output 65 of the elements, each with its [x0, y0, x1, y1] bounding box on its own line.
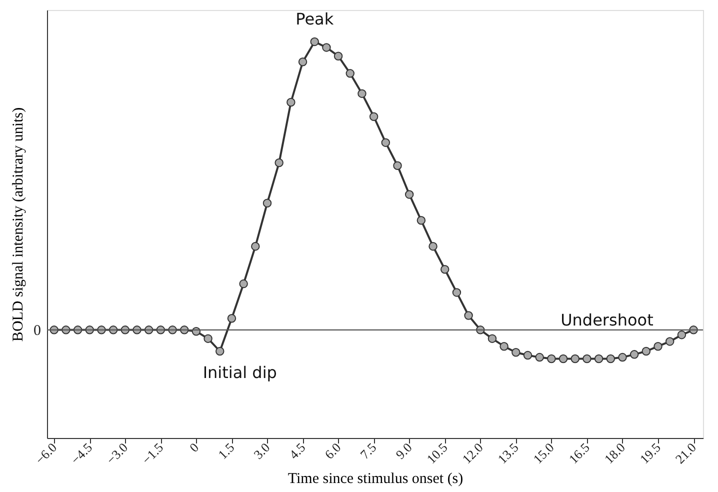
- point: [334, 52, 343, 60]
- x-tick-label: 0: [186, 440, 202, 456]
- x-tick-label: −1.5: [138, 440, 166, 468]
- point: [346, 69, 355, 78]
- point: [381, 138, 390, 147]
- point: [251, 242, 260, 251]
- point: [677, 330, 686, 340]
- x-tick-label: 13.5: [494, 440, 522, 467]
- point: [512, 348, 520, 357]
- point: [488, 334, 497, 343]
- x-tick-label: 10.5: [424, 440, 450, 467]
- point: [440, 265, 450, 274]
- x-tick-label: 3.0: [250, 440, 273, 462]
- x-axis-title: Time since stimulus onset (s): [288, 471, 464, 488]
- point: [606, 354, 616, 364]
- annotation: Undershoot: [560, 310, 654, 330]
- x-tick-label: 12.0: [459, 440, 486, 467]
- point: [452, 288, 462, 297]
- point: [216, 346, 224, 356]
- point: [358, 89, 366, 98]
- x-tick-label: −4.5: [68, 440, 96, 468]
- point: [404, 190, 414, 199]
- y-axis-title: BOLD signal intensity (arbitrary units): [10, 107, 26, 342]
- point: [618, 352, 627, 362]
- point: [594, 354, 604, 364]
- point: [630, 350, 639, 359]
- point: [558, 354, 568, 364]
- x-tick-label: 18.0: [601, 440, 628, 467]
- point: [416, 216, 426, 225]
- point: [642, 346, 651, 356]
- point: [227, 314, 236, 323]
- point: [665, 337, 674, 346]
- point: [274, 158, 284, 168]
- point: [654, 342, 662, 351]
- x-tick-label: 21.0: [672, 440, 699, 467]
- point: [369, 112, 378, 122]
- x-tick-label: 1.5: [215, 440, 238, 462]
- x-tick-label: −6.0: [32, 440, 60, 468]
- x-tick-label: 15.0: [530, 440, 557, 467]
- x-tick-label: −3.0: [103, 440, 131, 468]
- point: [582, 354, 592, 364]
- point: [286, 98, 296, 107]
- annotation: Peak: [296, 10, 334, 29]
- point: [570, 354, 580, 364]
- point: [298, 58, 308, 66]
- point: [464, 311, 473, 320]
- point: [204, 334, 212, 343]
- point: [310, 37, 319, 46]
- point: [322, 43, 331, 52]
- ref-line-label: 0: [34, 322, 41, 339]
- x-tick-label: 19.5: [636, 440, 664, 467]
- point: [393, 161, 402, 170]
- x-tick-label: 9.0: [392, 440, 415, 462]
- point: [523, 350, 532, 360]
- x-tick-label: 16.5: [566, 440, 592, 467]
- x-tick-label: 7.5: [357, 440, 380, 462]
- point: [262, 198, 272, 208]
- point: [239, 279, 248, 288]
- point: [500, 342, 508, 351]
- point: [547, 354, 556, 364]
- point: [535, 352, 544, 362]
- point: [428, 242, 438, 251]
- x-tick-label: 4.5: [286, 440, 308, 462]
- x-tick-label: 6.0: [322, 440, 344, 462]
- annotation: Initial dip: [202, 363, 277, 382]
